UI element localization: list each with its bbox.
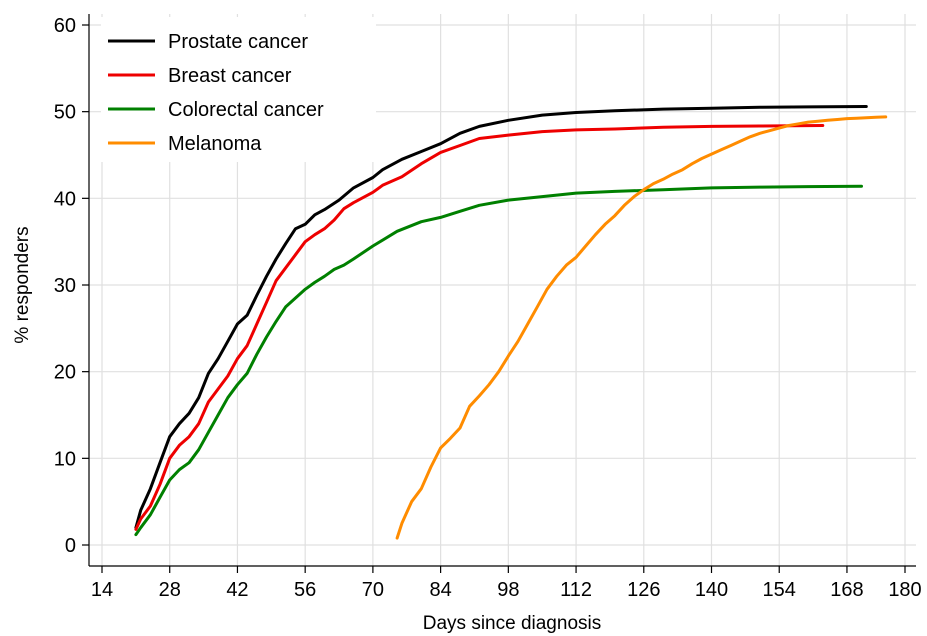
y-tick-label: 60 (54, 15, 76, 37)
axes (88, 14, 916, 567)
y-tick-label: 40 (54, 188, 76, 210)
x-tick-label: 140 (695, 579, 728, 601)
series-line-melanoma (395, 115, 888, 540)
x-tick-label: 180 (888, 579, 921, 601)
x-tick-label: 14 (91, 579, 113, 601)
y-tick-label: 30 (54, 275, 76, 297)
x-tick-label: 126 (627, 579, 660, 601)
legend: Prostate cancer Breast cancer Colorectal c… (101, 17, 376, 162)
series-line-prostate-cancer (134, 105, 868, 530)
x-tick-label: 112 (560, 579, 592, 601)
legend-label-colorectal-cancer: Colorectal cancer (168, 99, 324, 121)
x-tick-label: 98 (497, 579, 519, 601)
x-tick-label: 70 (362, 579, 384, 601)
x-tick-label: 28 (159, 579, 181, 601)
ticks: 14 28 42 56 70 84 98 112 126 140 154 168 180 0 10 20 30 4… (54, 15, 922, 601)
x-tick-label: 84 (429, 579, 451, 601)
series-line-colorectal-cancer (134, 184, 863, 537)
series-line-breast-cancer (134, 124, 825, 531)
y-tick-label: 0 (65, 535, 76, 557)
x-tick-label: 42 (226, 579, 248, 601)
x-tick-label: 168 (830, 579, 863, 601)
y-tick-label: 50 (54, 102, 76, 124)
y-tick-label: 10 (54, 448, 76, 470)
y-axis-title: % responders (12, 226, 33, 343)
y-tick-label: 20 (54, 362, 76, 384)
x-tick-label: 154 (763, 579, 796, 601)
x-axis-title: Days since diagnosis (423, 613, 601, 634)
legend-label-melanoma: Melanoma (168, 133, 262, 155)
legend-label-prostate-cancer: Prostate cancer (168, 31, 308, 53)
series-lines (134, 105, 888, 540)
legend-label-breast-cancer: Breast cancer (168, 65, 292, 87)
x-tick-label: 56 (294, 579, 316, 601)
